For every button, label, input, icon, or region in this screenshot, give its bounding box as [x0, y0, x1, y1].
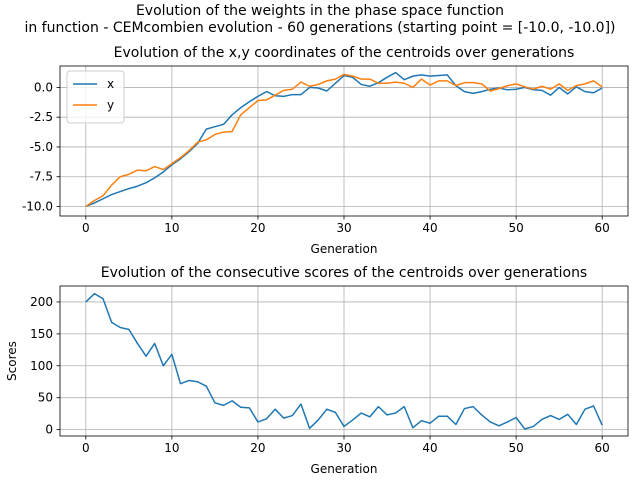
top-y-tick-label: -7.5	[30, 170, 53, 184]
top-x-tick-label: 30	[336, 221, 351, 235]
bottom-series-line-0-line	[85, 292, 603, 430]
top-chart: 0 10 20 30 40 50 60 -10.0 -7.5 -5.0 -2.5 0.0 Evoluti…	[22, 45, 629, 256]
top-x-tick-label: 0	[82, 221, 90, 235]
bottom-x-axis-label: Generation	[311, 462, 378, 476]
bottom-axes-frame	[59, 285, 629, 437]
top-legend: xy	[66, 70, 125, 124]
figure-title-line-2: in function - CEMcombien evolution - 60 …	[24, 20, 616, 36]
top-y-tick-label: -10.0	[22, 199, 53, 213]
top-x-tick-label: 10	[164, 221, 179, 235]
bottom-y-tick-label: 100	[30, 359, 53, 373]
top-y-tick-label: -2.5	[30, 110, 53, 124]
bottom-x-tick-label: 10	[164, 441, 179, 455]
legend-label-y: y	[107, 98, 114, 112]
bottom-x-tick-label: 50	[508, 441, 523, 455]
bottom-chart-title: Evolution of the consecutive scores of t…	[101, 265, 587, 281]
top-x-tick-label: 20	[250, 221, 265, 235]
bottom-y-tick-label: 0	[45, 423, 53, 437]
top-series-x-line	[85, 71, 603, 208]
top-x-tick-label: 50	[508, 221, 523, 235]
top-series-y-line	[85, 73, 603, 208]
top-axes-frame	[59, 65, 629, 217]
bottom-x-tick-label: 60	[595, 441, 610, 455]
bottom-y-tick-label: 200	[30, 295, 53, 309]
top-y-tick-label: 0.0	[34, 80, 53, 94]
top-legend-box	[66, 70, 125, 124]
top-x-tick-label: 60	[595, 221, 610, 235]
bottom-y-tick-label: 150	[30, 327, 53, 341]
bottom-x-tick-label: 20	[250, 441, 265, 455]
figure-title-line-1: Evolution of the weights in the phase sp…	[135, 3, 505, 19]
bottom-x-tick-label: 40	[422, 441, 437, 455]
bottom-y-tick-label: 50	[38, 391, 53, 405]
top-y-tick-label: -5.0	[30, 140, 53, 154]
legend-label-x: x	[107, 77, 114, 91]
bottom-y-axis-label: Scores	[5, 341, 19, 381]
bottom-chart: 0 10 20 30 40 50 60 0 50 100 150 200 Evolution of th…	[5, 265, 629, 476]
top-x-tick-label: 40	[422, 221, 437, 235]
bottom-x-tick-label: 30	[336, 441, 351, 455]
bottom-x-tick-label: 0	[82, 441, 90, 455]
top-chart-title: Evolution of the x,y coordinates of the …	[114, 45, 575, 61]
top-x-axis-label: Generation	[311, 242, 378, 256]
